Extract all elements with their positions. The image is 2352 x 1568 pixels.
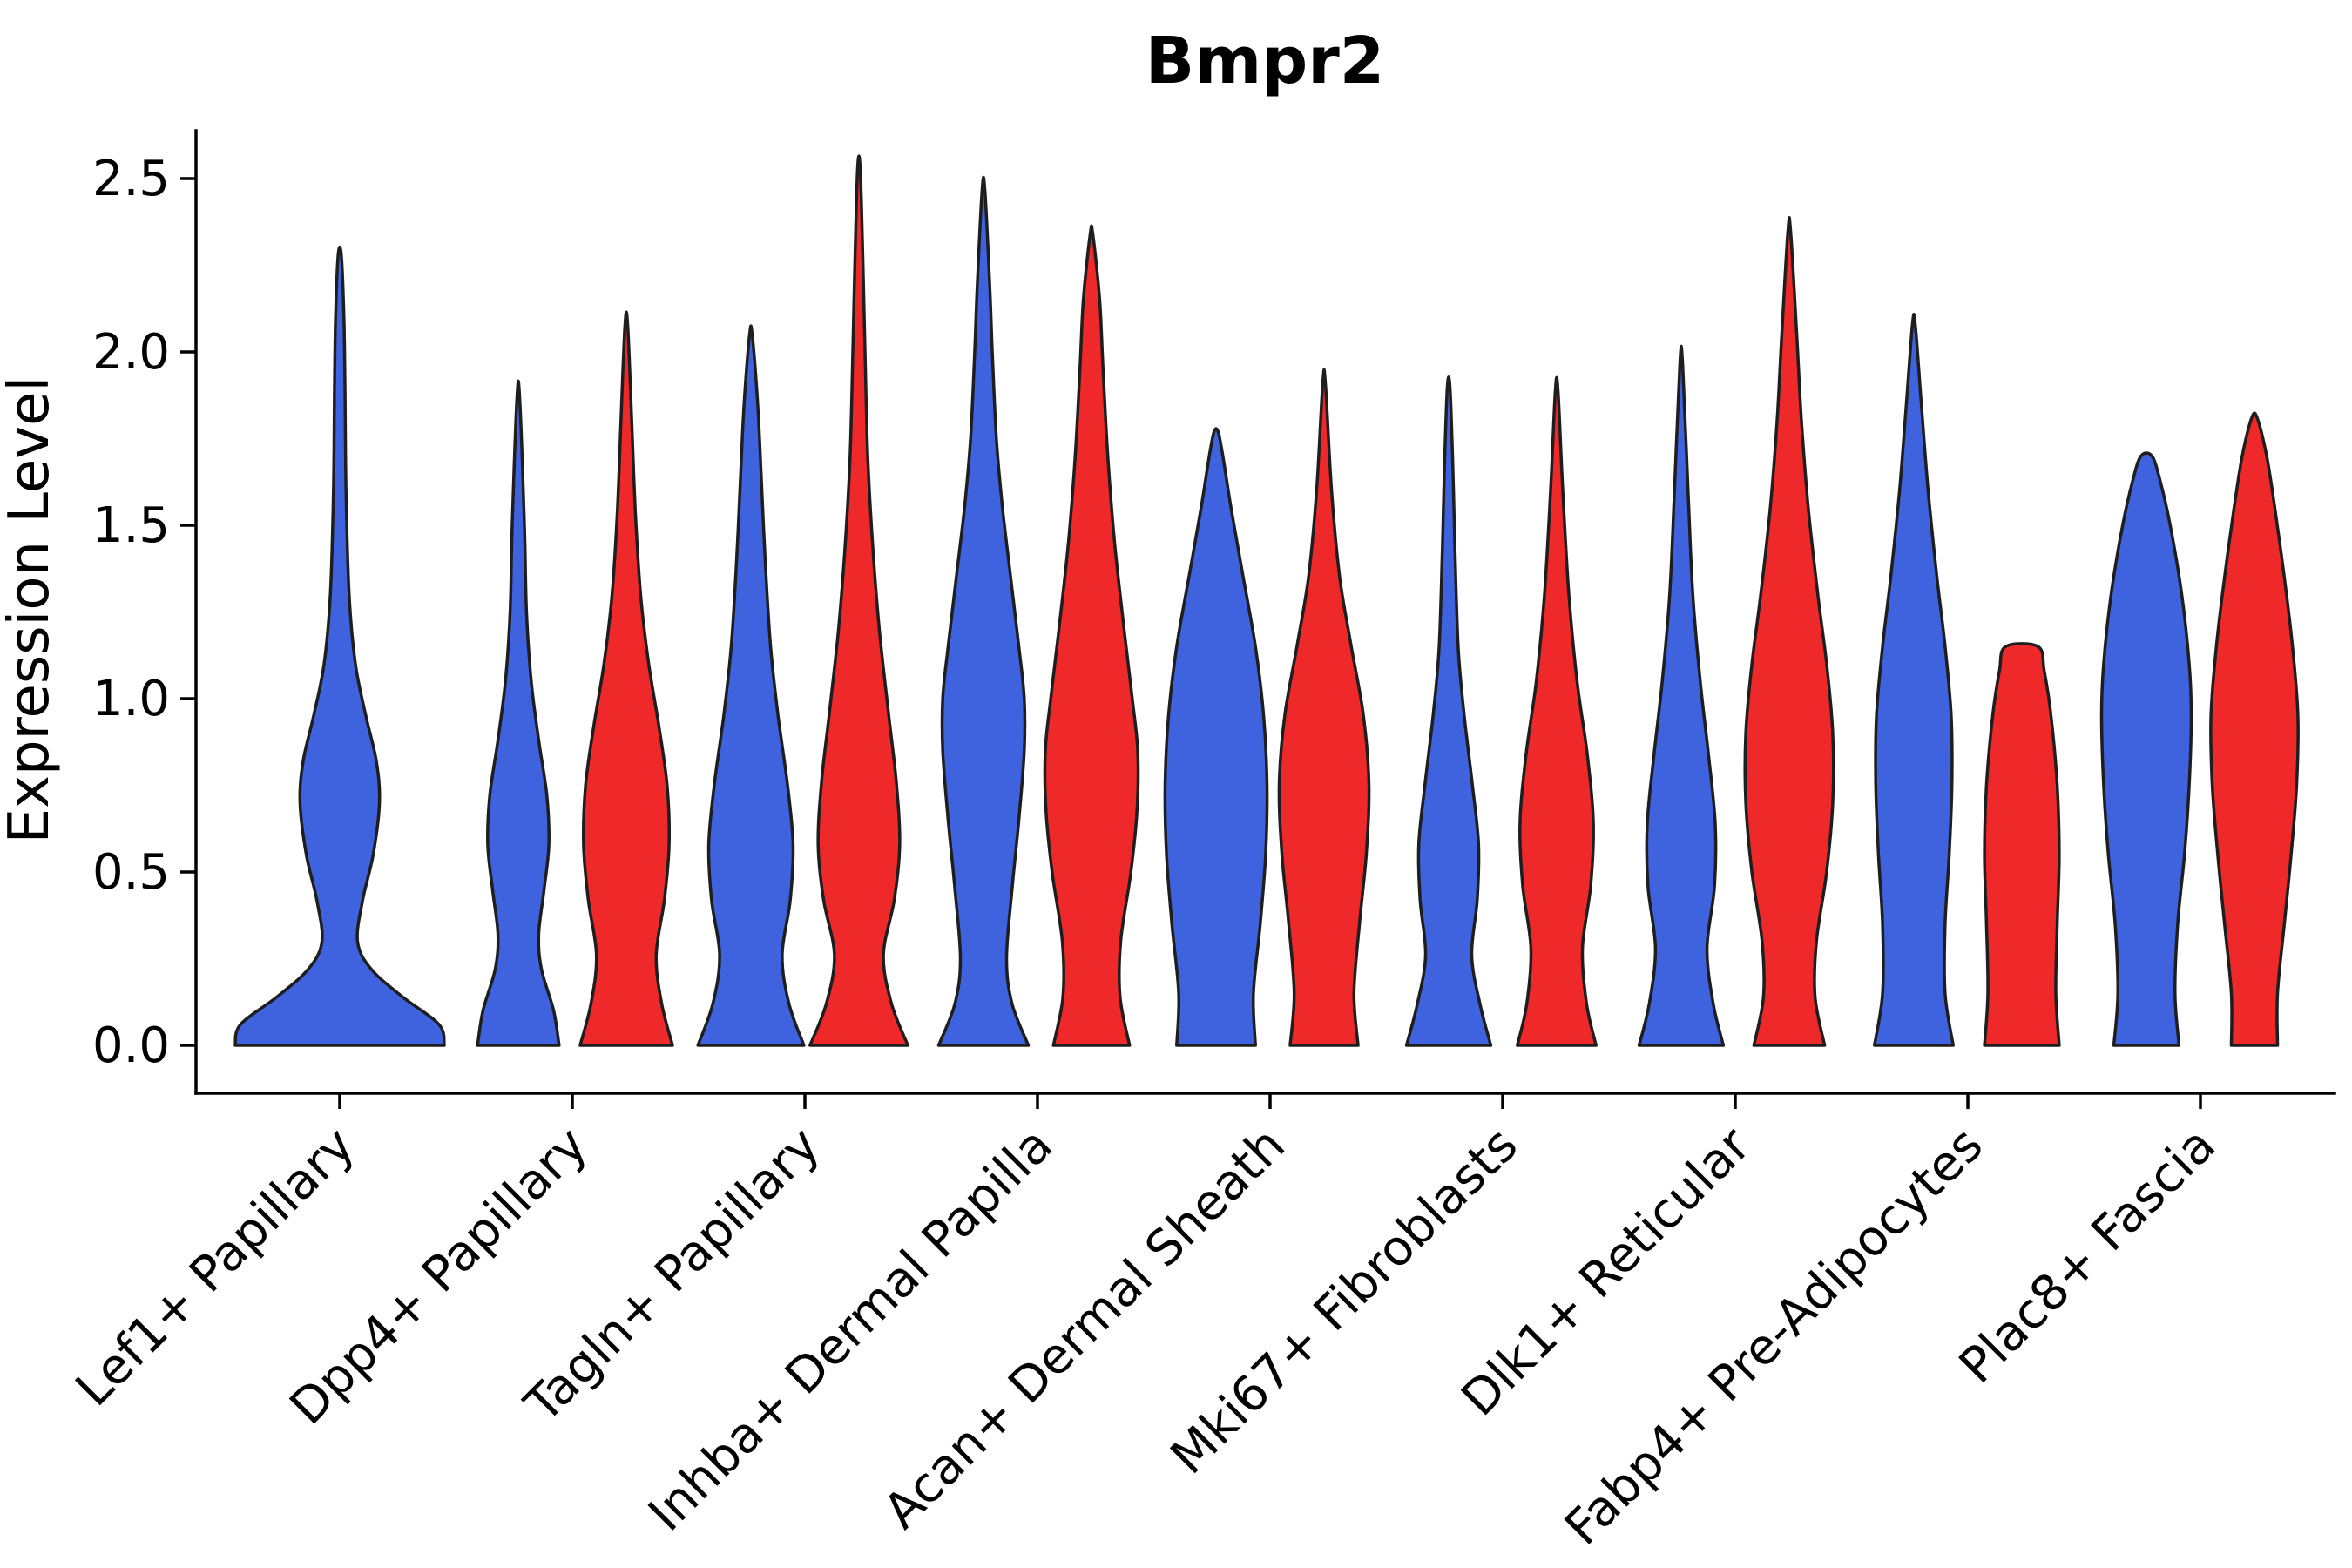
- violin-dpp4-papillary-red: [578, 310, 674, 1047]
- y-tick-label: 1.0: [92, 671, 170, 727]
- violin-inhba-dermal-papilla-red: [1043, 224, 1140, 1047]
- violin-fabp4-pre-adipocytes-blue: [1873, 312, 1955, 1047]
- violin-plac8-fascia-red: [2209, 411, 2300, 1047]
- violin-inhba-dermal-papilla-blue: [936, 175, 1031, 1047]
- y-axis-title: Expression Level: [0, 376, 62, 844]
- violin-tagln-papillary-red: [808, 154, 909, 1047]
- violin-tagln-papillary-blue: [696, 324, 806, 1047]
- violin-dlk1-reticular-blue: [1637, 344, 1726, 1047]
- violins-layer: [233, 154, 2300, 1047]
- violin-dpp4-papillary-blue: [476, 379, 561, 1047]
- violin-dlk1-reticular-red: [1743, 216, 1835, 1047]
- x-tick-label: Acan+ Dermal Sheath: [873, 1117, 1296, 1540]
- x-tick-label: Inhba+ Dermal Papilla: [638, 1117, 1064, 1543]
- chart-title: Bmpr2: [1146, 24, 1384, 98]
- x-tick-label: Fabp4+ Pre-Adipocytes: [1554, 1117, 1994, 1557]
- violin-fabp4-pre-adipocytes-red: [1983, 642, 2061, 1047]
- y-tick-label: 2.0: [92, 324, 170, 381]
- y-axis: 0.0 0.5 1.0 1.5 2.0 2.5: [92, 151, 196, 1074]
- violin-acan-dermal-sheath-blue: [1163, 427, 1269, 1047]
- violin-acan-dermal-sheath-red: [1277, 368, 1371, 1047]
- violin-mki67-fibroblasts-blue: [1404, 375, 1493, 1047]
- y-tick-label: 2.5: [92, 151, 170, 207]
- y-tick-label: 0.5: [92, 844, 170, 901]
- violin-lef1-papillary-blue: [233, 245, 446, 1047]
- y-tick-label: 1.5: [92, 497, 170, 554]
- y-tick-label: 0.0: [92, 1017, 170, 1074]
- violin-plac8-fascia-blue: [2099, 451, 2193, 1047]
- violin-mki67-fibroblasts-red: [1516, 375, 1598, 1047]
